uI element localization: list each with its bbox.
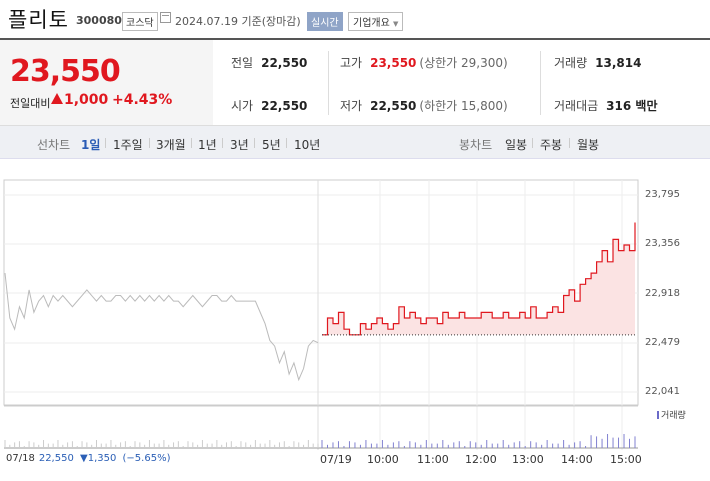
- divider: [540, 51, 541, 115]
- divider: [254, 138, 255, 148]
- y-tick-label: 23,795: [645, 189, 680, 200]
- x-tick-label: 07/19: [320, 453, 352, 466]
- stat-prev: 전일 22,550: [231, 54, 307, 71]
- divider: [328, 51, 329, 115]
- x-tick-label: 12:00: [465, 453, 497, 466]
- stat-prev-label: 전일: [231, 56, 254, 70]
- y-tick-label: 22,918: [645, 288, 680, 299]
- x-tick-label: 15:00: [610, 453, 642, 466]
- divider: [149, 138, 150, 148]
- chart-svg: [3, 179, 639, 450]
- tab-10y[interactable]: 10년: [294, 138, 321, 152]
- divider: [105, 138, 106, 148]
- line-chart-label: 선차트: [37, 138, 71, 152]
- prev-day-summary: 07/18 22,550 ▼1,350 (−5.65%): [6, 453, 170, 464]
- change-label: 전일대비: [10, 97, 51, 110]
- divider: [222, 138, 223, 148]
- prev-day-pct: (−5.65%): [122, 453, 171, 464]
- stat-amount: 거래대금 316 백만: [554, 97, 657, 114]
- stat-low-value: 22,550: [370, 99, 417, 113]
- x-tick-label: 10:00: [367, 453, 399, 466]
- volume-legend: 거래량: [657, 408, 686, 421]
- tab-3m[interactable]: 3개월: [156, 138, 186, 152]
- prev-day-price: 22,550: [38, 453, 74, 464]
- y-tick-label: 22,479: [645, 337, 680, 348]
- x-tick-label: 11:00: [417, 453, 449, 466]
- stat-high: 고가 23,550 (상한가 29,300): [340, 54, 508, 71]
- stat-high-label: 고가: [340, 56, 363, 70]
- stat-prev-value: 22,550: [261, 56, 308, 70]
- stat-amount-label: 거래대금: [554, 99, 599, 113]
- stock-header: 플리토 300080 코스닥 2024.07.19 기준(장마감) 실시간 기업…: [0, 0, 710, 40]
- tab-1y[interactable]: 1년: [198, 138, 217, 152]
- stat-low-limit: (하한가 15,800): [419, 99, 508, 113]
- chevron-down-icon: ▼: [393, 20, 399, 28]
- chart-tabs: 선차트 1일 1주일 3개월 1년 3년 5년 10년 봉차트 일봉 주봉 월봉: [0, 126, 710, 159]
- today-line: [322, 222, 636, 336]
- stats-panel: 전일 22,550 시가 22,550 고가 23,550 (상한가 29,300) 저…: [213, 40, 710, 126]
- prev-day-date: 07/18: [6, 453, 35, 464]
- x-tick-label: 14:00: [561, 453, 593, 466]
- stat-low-label: 저가: [340, 99, 363, 113]
- up-triangle-icon: [51, 93, 63, 104]
- x-tick-label: 13:00: [512, 453, 544, 466]
- price-box: 23,550 전일대비 1,000 +4.43%: [0, 40, 213, 126]
- tab-monthly[interactable]: 월봉: [577, 138, 600, 152]
- stat-high-value: 23,550: [370, 56, 417, 70]
- stat-open-label: 시가: [231, 99, 254, 113]
- market-badge: 코스닥: [122, 12, 158, 31]
- tab-daily[interactable]: 일봉: [505, 138, 528, 152]
- tab-3y[interactable]: 3년: [230, 138, 249, 152]
- divider: [191, 138, 192, 148]
- price-change-pct: +4.43%: [112, 92, 173, 108]
- price-change: 1,000: [64, 92, 109, 108]
- stock-name: 플리토: [8, 8, 69, 32]
- company-info-dropdown[interactable]: 기업개요 ▼: [348, 12, 404, 31]
- stat-volume-label: 거래량: [554, 56, 588, 70]
- calendar-icon: [160, 12, 171, 23]
- tab-weekly[interactable]: 주봉: [540, 138, 563, 152]
- stat-amount-value: 316 백만: [606, 99, 658, 113]
- divider: [532, 138, 533, 148]
- stock-code: 300080: [76, 14, 122, 27]
- stat-high-limit: (상한가 29,300): [419, 56, 508, 70]
- base-date: 2024.07.19 기준(장마감): [175, 15, 301, 28]
- today-area: [322, 222, 635, 335]
- tab-5y[interactable]: 5년: [262, 138, 281, 152]
- stat-low: 저가 22,550 (하한가 15,800): [340, 97, 508, 114]
- company-info-label: 기업개요: [353, 18, 390, 29]
- y-tick-label: 23,356: [645, 238, 680, 249]
- candle-chart-label: 봉차트: [459, 138, 493, 152]
- stat-volume-value: 13,814: [595, 56, 642, 70]
- prev-day-line: [4, 273, 319, 382]
- price-chart: 23,795 23,356 22,918 22,479 22,041 거래량 0…: [0, 160, 710, 481]
- realtime-button[interactable]: 실시간: [307, 12, 343, 31]
- prev-day-change: ▼1,350: [80, 453, 117, 464]
- stat-volume: 거래량 13,814: [554, 54, 641, 71]
- tab-1w[interactable]: 1주일: [113, 138, 143, 152]
- current-price: 23,550: [10, 54, 121, 89]
- tab-1d[interactable]: 1일: [81, 138, 101, 152]
- divider: [569, 138, 570, 148]
- divider: [0, 38, 710, 40]
- y-tick-label: 22,041: [645, 386, 680, 397]
- divider: [286, 138, 287, 148]
- stat-open: 시가 22,550: [231, 97, 307, 114]
- stat-open-value: 22,550: [261, 99, 308, 113]
